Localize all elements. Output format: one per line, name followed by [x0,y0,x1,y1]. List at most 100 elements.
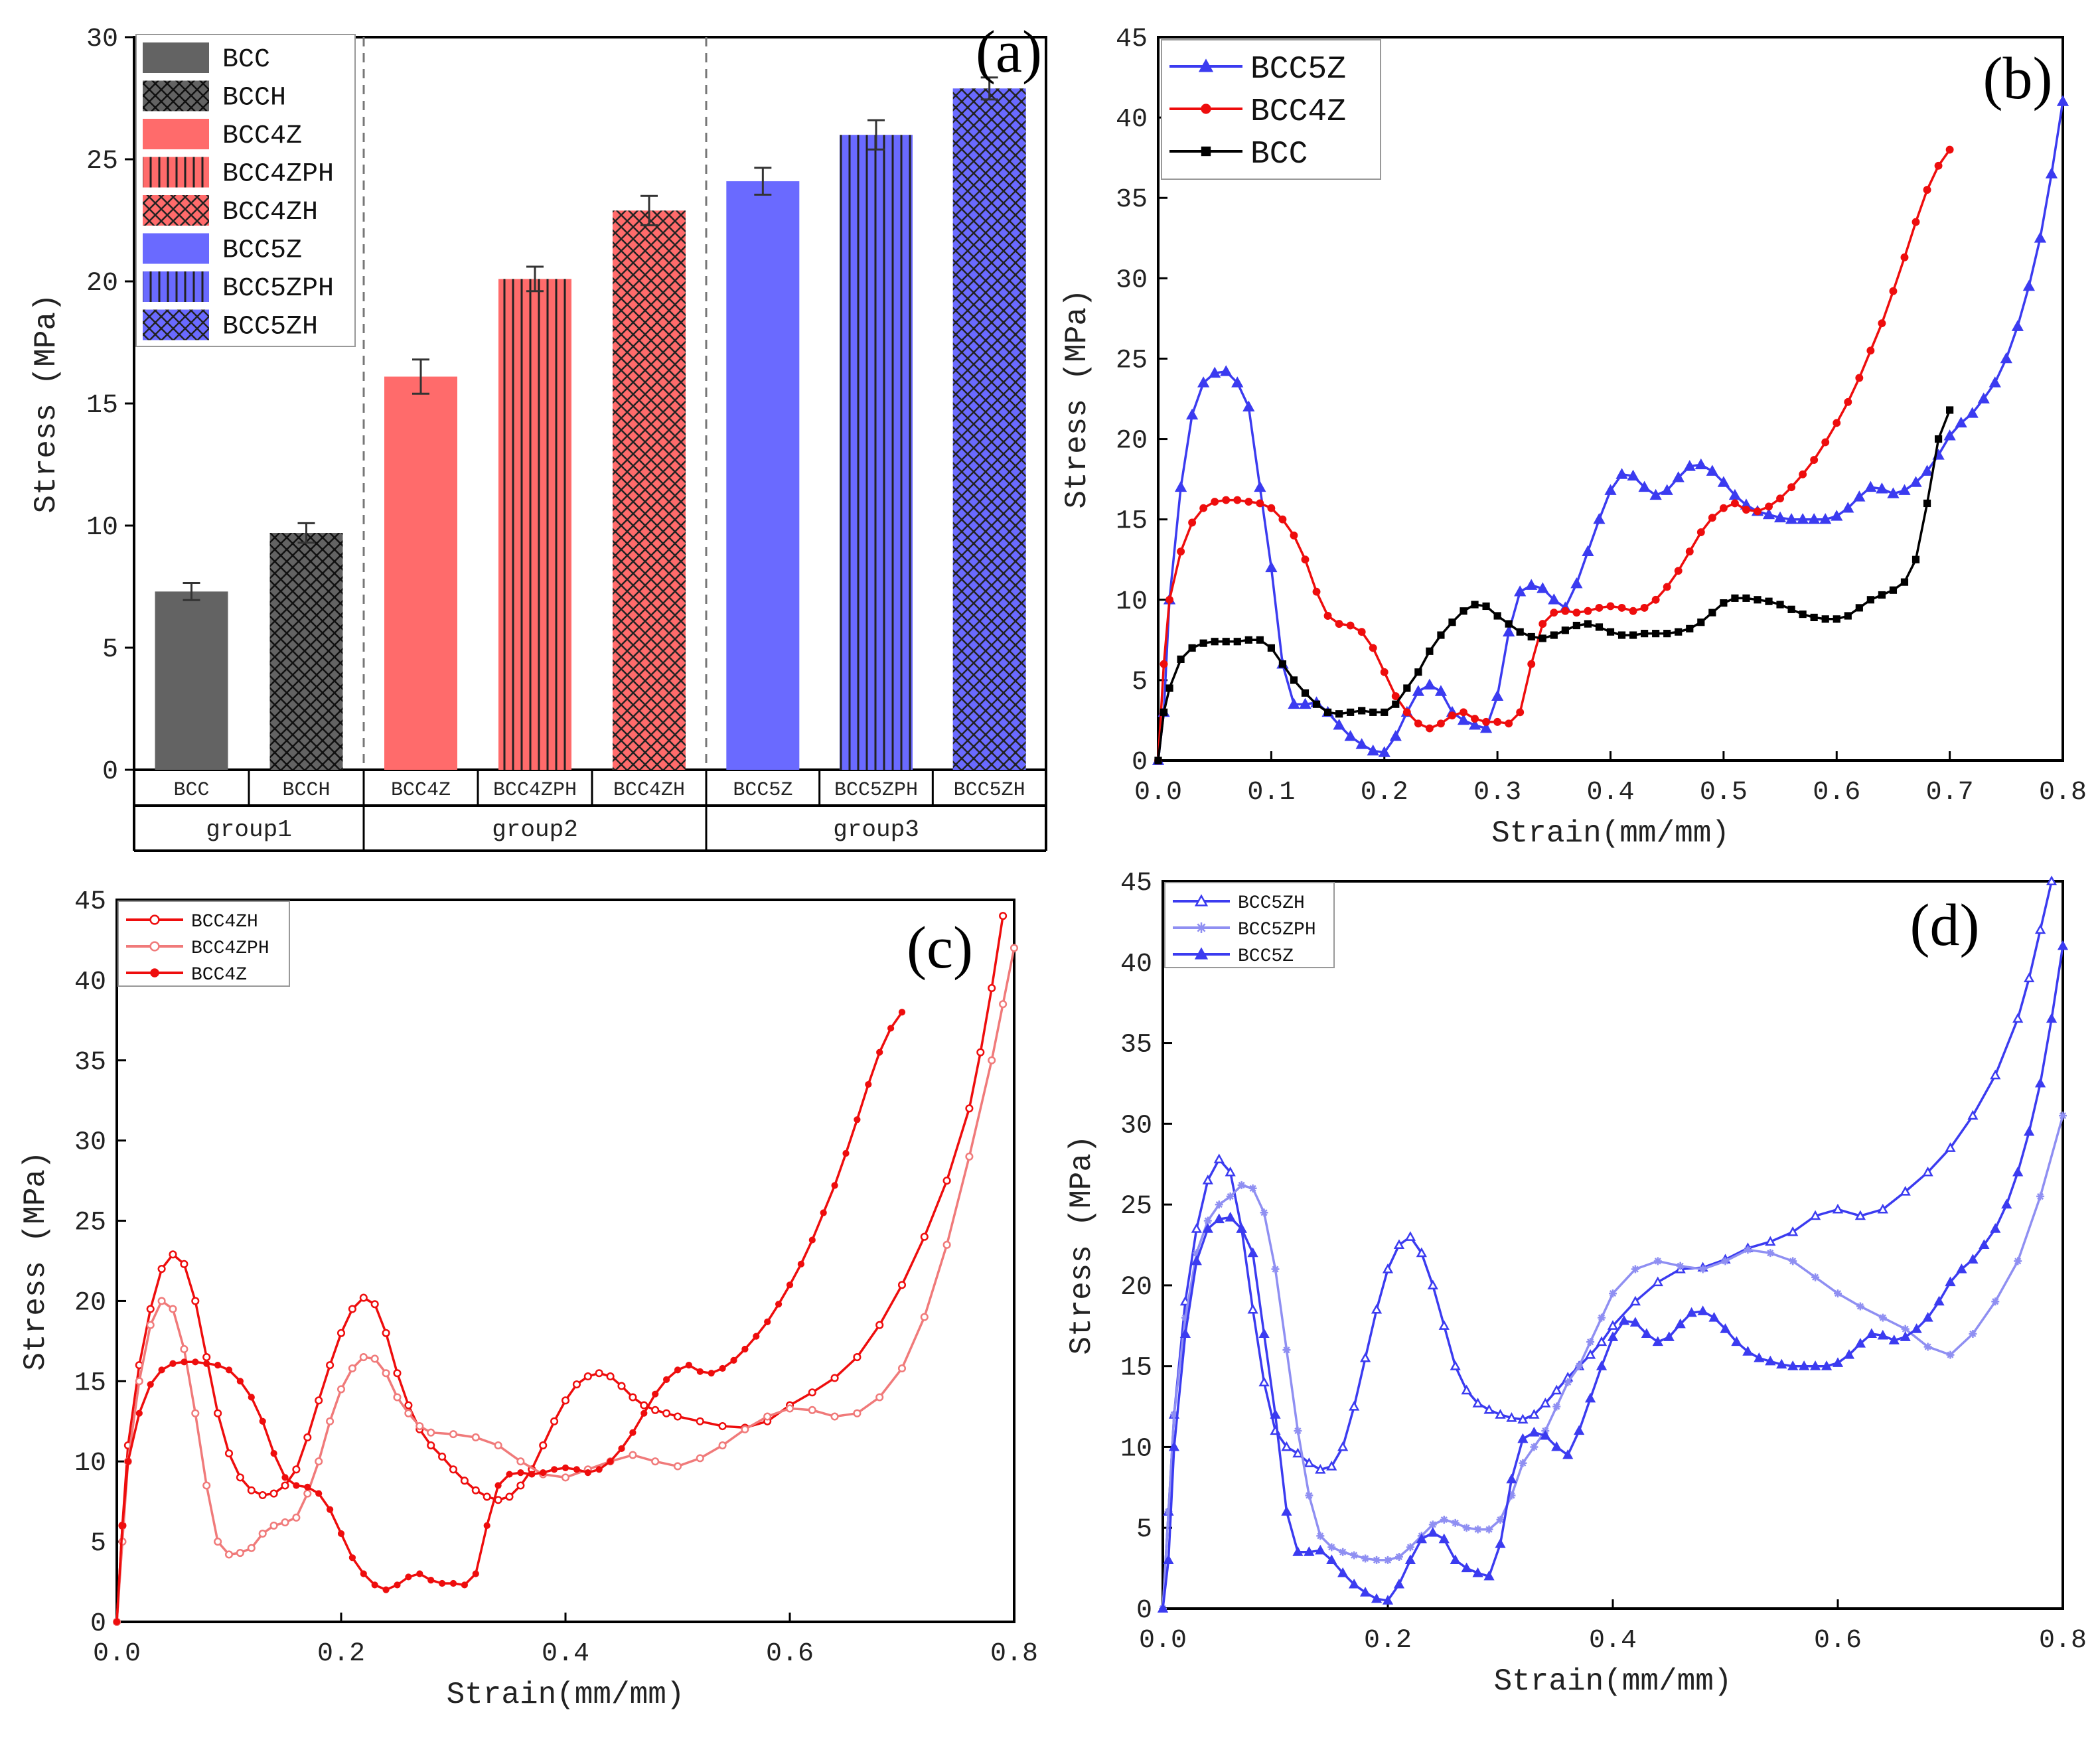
data-point [1731,1336,1742,1346]
y-tick-label: 25 [86,147,118,177]
data-point [797,1260,804,1268]
y-tick-label: 35 [1116,185,1148,215]
series-BCC5ZH [1157,875,2058,1613]
data-point [1529,1409,1540,1419]
data-point [1191,1223,1202,1233]
data-point [1629,1295,1641,1306]
data-point [1529,1426,1540,1437]
data-point [146,1305,155,1313]
data-point [180,1260,188,1268]
data-point [1765,1355,1776,1366]
data-point [1220,365,1233,376]
data-point [1834,1289,1842,1298]
data-point [1316,1532,1325,1540]
data-point [1708,1312,1720,1322]
data-point [1506,1412,1517,1422]
data-point [1304,1546,1315,1556]
data-point [1698,1265,1707,1273]
data-point [1164,1507,1173,1516]
data-point [1519,1459,1527,1467]
y-tick-label: 15 [74,1368,106,1398]
data-point [281,1481,289,1490]
legend-label: BCC4ZH [191,912,258,932]
data-point [214,1409,222,1417]
data-point [1652,1336,1663,1346]
data-point [202,1481,211,1490]
data-point [303,1489,312,1498]
data-point [1181,1313,1189,1322]
data-point [236,1473,244,1482]
data-point [1641,1328,1652,1339]
data-point [1596,1360,1608,1370]
data-point [1479,721,1493,733]
data-point [1485,1525,1493,1534]
data-point [1426,647,1434,655]
y-tick-label: 20 [86,269,118,299]
data-point [1663,630,1671,638]
data-point [1260,1208,1268,1217]
y-tick-label: 5 [102,635,118,665]
category-label: BCC5ZPH [834,779,918,802]
data-point [1574,1425,1585,1435]
y-tick-label: 25 [74,1208,106,1238]
data-point [1371,1593,1383,1603]
y-axis-title: Stress (MPa) [29,293,64,513]
data-point [1552,1402,1561,1411]
legend-swatch [143,42,209,73]
data-point [370,1300,379,1309]
data-point [1821,438,1830,447]
data-point [1391,692,1400,701]
y-tick-label: 0 [102,757,118,787]
data-point [1416,1533,1427,1544]
data-point [1946,1350,1955,1359]
x-tick-label: 0.0 [93,1639,141,1669]
data-point [1923,1342,1932,1351]
data-point [1967,1110,1979,1120]
data-point [1649,488,1662,500]
data-point [1607,1320,1619,1330]
group-label: group3 [833,816,919,843]
x-tick-label: 0.2 [1364,1626,1412,1656]
data-point [1946,406,1954,414]
data-point [1389,730,1402,741]
y-tick-label: 10 [1120,1434,1152,1464]
data-point [1787,1360,1799,1370]
data-point [785,1404,794,1413]
data-point [1281,1506,1292,1516]
data-point [1854,1210,1866,1220]
data-point [1765,502,1773,511]
data-point [1267,644,1275,652]
data-point [1943,429,1956,441]
data-point [741,1345,749,1353]
data-point [281,1518,289,1527]
legend-marker [1201,146,1211,157]
y-tick-label: 40 [74,968,106,997]
legend-marker [1194,894,1209,906]
data-point [1991,1297,2000,1306]
data-point [651,1406,660,1414]
data-point [1222,496,1231,504]
bar-BCC4Z [384,376,457,770]
data-point [191,1297,200,1305]
data-point [202,1353,211,1362]
data-point [562,1464,569,1471]
data-point [214,1362,222,1369]
data-point [1516,628,1524,636]
data-point [1197,376,1210,388]
data-point [1157,1603,1169,1613]
data-point [1525,579,1538,590]
data-point [404,1401,413,1410]
data-point [1154,757,1162,764]
data-point [2022,279,2036,291]
data-point [1355,738,1368,749]
series-line [1162,1115,2064,1609]
data-point [1538,634,1546,642]
data-point [1595,603,1604,612]
data-point [1292,1447,1304,1458]
data-point [1607,1331,1619,1341]
data-point [1382,1595,1394,1605]
legend-label: BCC4ZPH [222,160,334,190]
x-tick-label: 0.4 [542,1639,589,1669]
data-point [1495,1409,1506,1419]
data-point [1582,545,1594,556]
